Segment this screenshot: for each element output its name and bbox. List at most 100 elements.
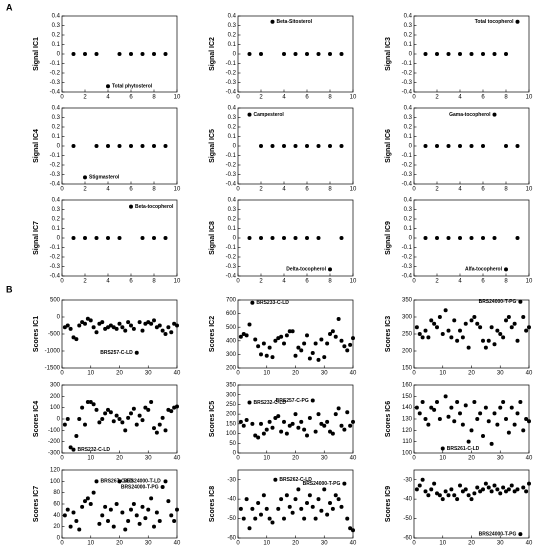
- point: [131, 502, 136, 506]
- point: [163, 144, 168, 148]
- y-tick-label: 500: [226, 325, 237, 331]
- subplot: 0 2 4 6 8 10 -0.4 -0.3 -0.2 -0.1 0 0.1 0.2 0.3 0.4 Sign…: [385, 198, 533, 285]
- point: [310, 351, 315, 356]
- y-tick-label: -1500: [45, 366, 61, 372]
- y-tick-label: 0.2: [404, 125, 413, 131]
- point: [163, 332, 168, 336]
- point: [423, 489, 428, 494]
- x-tick-label: 2: [435, 279, 439, 285]
- point: [345, 516, 350, 521]
- y-tick-label: 0: [57, 417, 61, 423]
- point-label: BRS24000-T-LD: [124, 479, 162, 485]
- point: [328, 429, 332, 434]
- point: [524, 489, 529, 494]
- x-tick-label: 40: [526, 456, 533, 462]
- point: [175, 507, 179, 512]
- point: [463, 403, 468, 408]
- point: [293, 353, 298, 358]
- point: [140, 328, 145, 333]
- point: [256, 344, 261, 349]
- point: [527, 419, 531, 424]
- y-tick-label: -30: [227, 477, 236, 483]
- point: [259, 352, 263, 357]
- x-tick-label: 6: [305, 279, 309, 285]
- point: [351, 336, 355, 341]
- point: [129, 411, 133, 416]
- point: [417, 332, 422, 336]
- point: [469, 428, 474, 433]
- point: [305, 333, 309, 338]
- point: [475, 417, 480, 421]
- point: [154, 510, 159, 515]
- point: [126, 519, 131, 523]
- point: [106, 519, 110, 523]
- point: [284, 493, 289, 498]
- x-tick-label: 2: [435, 187, 439, 193]
- y-tick-label: 0.2: [52, 125, 61, 131]
- x-tick-label: 8: [328, 279, 332, 285]
- point: [475, 485, 480, 490]
- y-tick-label: 0.4: [52, 198, 61, 204]
- point: [316, 52, 321, 56]
- x-tick-label: 6: [129, 279, 133, 285]
- y-tick-label: 500: [50, 298, 61, 304]
- y-tick-label: 0.1: [52, 134, 61, 140]
- point: [351, 419, 355, 424]
- point-label: Stigmasterol: [89, 175, 120, 181]
- point: [339, 236, 344, 240]
- point: [250, 421, 255, 426]
- point: [458, 236, 462, 240]
- point: [152, 52, 156, 56]
- point: [74, 337, 79, 342]
- x-tick-label: 30: [145, 371, 152, 377]
- y-tick-label: 200: [402, 349, 413, 355]
- y-tick-label: -0.1: [402, 245, 413, 251]
- point: [319, 508, 324, 513]
- point: [172, 519, 177, 523]
- y-tick-label: 300: [226, 352, 237, 358]
- subplot: 0 10 20 30 40 -60 -50 -40 -30 Scores IC8 BRS262-C-…: [209, 469, 357, 547]
- point-label: BRS24000-T-PG: [303, 481, 341, 487]
- point: [296, 345, 301, 350]
- point: [481, 144, 485, 148]
- y-axis-label: Scores IC5: [209, 401, 216, 437]
- point: [134, 513, 139, 518]
- point: [94, 479, 99, 484]
- x-tick-label: 0: [60, 456, 64, 462]
- point: [284, 333, 289, 338]
- point: [137, 413, 142, 418]
- point: [117, 479, 122, 484]
- point: [279, 334, 284, 339]
- point: [273, 416, 278, 421]
- y-tick-label: 0: [409, 52, 413, 58]
- y-tick-label: -0.2: [226, 163, 237, 169]
- point: [414, 487, 419, 492]
- point: [455, 497, 460, 502]
- point: [316, 144, 321, 148]
- y-tick-label: 60: [53, 502, 60, 508]
- point: [74, 434, 79, 438]
- point: [501, 400, 506, 404]
- point: [106, 325, 110, 330]
- y-axis-label: Scores IC4: [33, 401, 40, 437]
- point: [293, 236, 298, 240]
- point: [270, 520, 275, 525]
- y-tick-label: -0.3: [50, 80, 61, 86]
- point: [432, 407, 437, 412]
- point: [495, 487, 500, 492]
- x-tick-label: 30: [145, 541, 152, 547]
- point: [169, 330, 174, 335]
- point: [466, 493, 471, 498]
- point: [333, 493, 338, 498]
- y-tick-label: 0.4: [52, 106, 61, 112]
- point: [316, 412, 321, 417]
- subplot: 0 2 4 6 8 10 -0.4 -0.3 -0.2 -0.1 0 0.1 0.2 0.3 0.4 Sign…: [33, 106, 181, 193]
- x-tick-label: 20: [116, 456, 123, 462]
- point: [88, 400, 93, 404]
- point: [328, 501, 332, 506]
- point: [126, 320, 131, 325]
- y-tick-label: 140: [402, 405, 413, 411]
- point: [492, 52, 497, 56]
- y-tick-label: 0.3: [52, 207, 61, 213]
